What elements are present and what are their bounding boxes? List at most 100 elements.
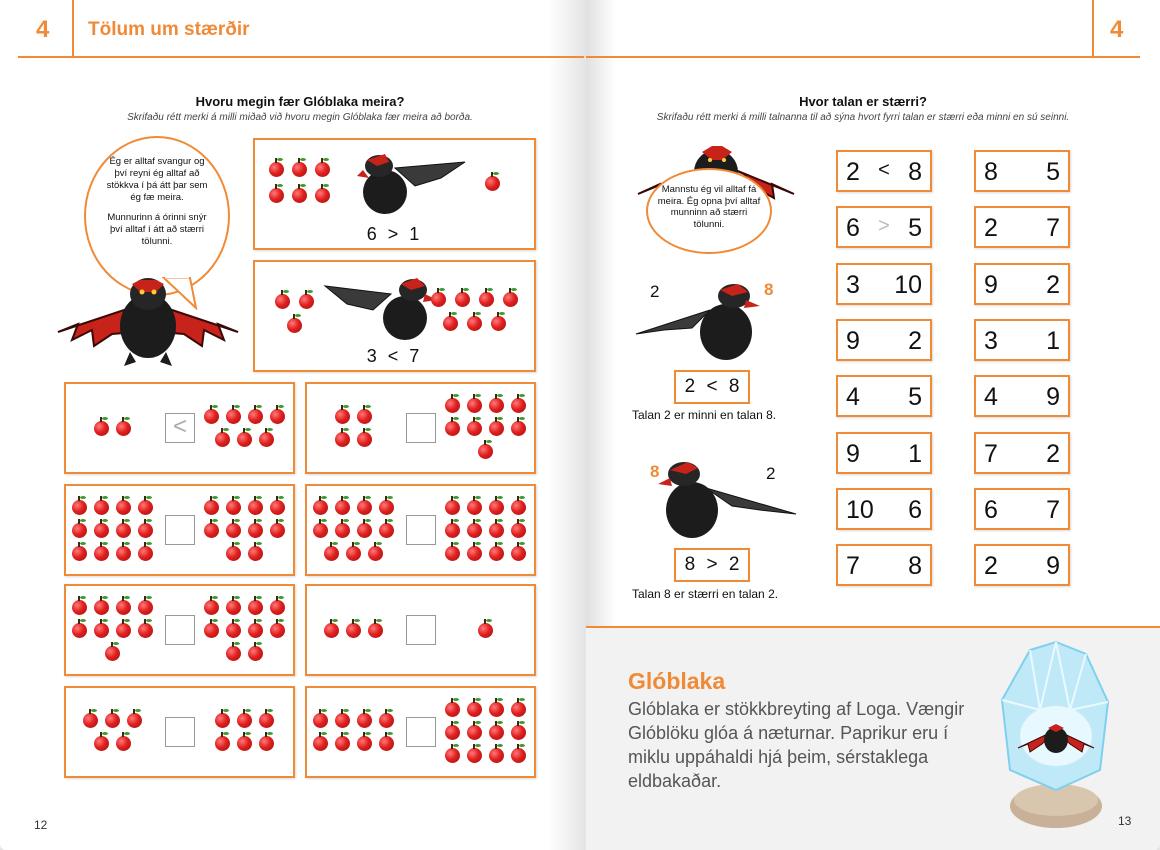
apple-icon — [248, 642, 263, 661]
apple-icon — [324, 619, 339, 638]
example-sign: < — [387, 346, 402, 366]
apple-icon — [138, 496, 153, 515]
apple-icon — [292, 184, 307, 203]
apple-icon — [270, 496, 285, 515]
header-line — [586, 56, 1140, 58]
first-number: 2 — [984, 552, 998, 581]
apple-icon — [204, 405, 219, 424]
comparison-sign[interactable]: > — [878, 215, 890, 238]
comparison-box[interactable]: 3 10 — [836, 262, 932, 305]
apple-icon — [299, 290, 314, 309]
example-left-label: 8 — [650, 462, 660, 481]
speech-bubble: Mannstu ég vil alltaf fá meira. Ég opna … — [646, 168, 772, 254]
comparison-box[interactable]: 2 <8 — [836, 150, 932, 192]
second-number: 10 — [894, 270, 922, 299]
apple-icon — [445, 542, 460, 561]
apple-icon — [204, 519, 219, 538]
apple-icon — [379, 496, 394, 515]
left-page: 4 Tölum um stærðir Hvoru megin fær Glóbl… — [0, 0, 584, 850]
answer-input[interactable] — [406, 717, 436, 747]
apple-icon — [379, 519, 394, 538]
apple-icon — [368, 619, 383, 638]
example-left-label: 2 — [650, 282, 660, 301]
apple-icon — [445, 698, 460, 717]
answer-input[interactable] — [165, 717, 195, 747]
example-caption-2: Talan 8 er stærri en talan 2. — [632, 587, 779, 601]
apple-icon — [357, 496, 372, 515]
apple-icon — [357, 732, 372, 751]
second-number: 7 — [1046, 214, 1060, 243]
apple-icon — [72, 519, 87, 538]
apple-icon — [467, 394, 482, 413]
answer-input[interactable] — [406, 615, 436, 645]
answer-input[interactable] — [406, 515, 436, 545]
apple-icon — [467, 496, 482, 515]
apple-icon — [116, 732, 131, 751]
apple-icon — [445, 417, 460, 436]
second-number: 7 — [1046, 495, 1060, 524]
answer-input[interactable] — [406, 413, 436, 443]
apple-icon — [335, 496, 350, 515]
apple-icon — [269, 184, 284, 203]
header-line — [18, 56, 584, 58]
page-number: 12 — [34, 818, 48, 832]
apple-icon — [467, 312, 482, 331]
answer-input[interactable] — [165, 615, 195, 645]
page-gutter-shadow — [548, 0, 584, 850]
apple-icon — [445, 519, 460, 538]
apple-icon — [445, 394, 460, 413]
apple-icon — [116, 596, 131, 615]
second-number: 5 — [1046, 158, 1060, 186]
apple-icon — [335, 519, 350, 538]
apple-icon — [313, 732, 328, 751]
apple-icon — [491, 312, 506, 331]
speech-line-2: Munnurinn á órinni snýr því alltaf í átt… — [107, 212, 207, 247]
apple-icon — [445, 744, 460, 763]
second-number: 2 — [1046, 270, 1060, 299]
first-number: 6 — [846, 214, 860, 243]
exercise-box — [305, 686, 536, 778]
answer-input[interactable] — [165, 515, 195, 545]
second-number: 8 — [908, 552, 922, 581]
apple-icon — [270, 619, 285, 638]
first-number: 3 — [846, 270, 860, 299]
apple-icon — [226, 519, 241, 538]
apple-icon — [445, 721, 460, 740]
comparison-box[interactable]: 10 6 — [836, 487, 932, 530]
apple-icon — [138, 519, 153, 538]
apple-icon — [72, 542, 87, 561]
exercise-box — [305, 584, 536, 676]
example-caption-1: Talan 2 er minni en talan 8. — [632, 408, 777, 422]
apple-icon — [275, 290, 290, 309]
second-number: 6 — [908, 495, 922, 524]
dragon-illustration — [635, 284, 760, 360]
exercise-box — [64, 584, 295, 676]
chapter-number: 4 — [1110, 16, 1124, 43]
comparison-sign[interactable]: < — [878, 159, 890, 181]
apple-icon — [138, 596, 153, 615]
header-divider — [72, 0, 74, 56]
page-number: 13 — [1118, 814, 1132, 828]
answer-input[interactable]: < — [165, 413, 195, 443]
comparison-box[interactable]: 6 >5 — [836, 206, 932, 249]
apple-icon — [248, 596, 263, 615]
first-number: 2 — [984, 214, 998, 243]
right-page: 4 Hvor talan er stærri? Skrifaðu rétt me… — [586, 0, 1160, 850]
apple-icon — [94, 619, 109, 638]
apple-icon — [467, 542, 482, 561]
info-title: Glóblaka — [628, 668, 726, 694]
apple-icon — [270, 405, 285, 424]
first-number: 9 — [846, 439, 860, 468]
